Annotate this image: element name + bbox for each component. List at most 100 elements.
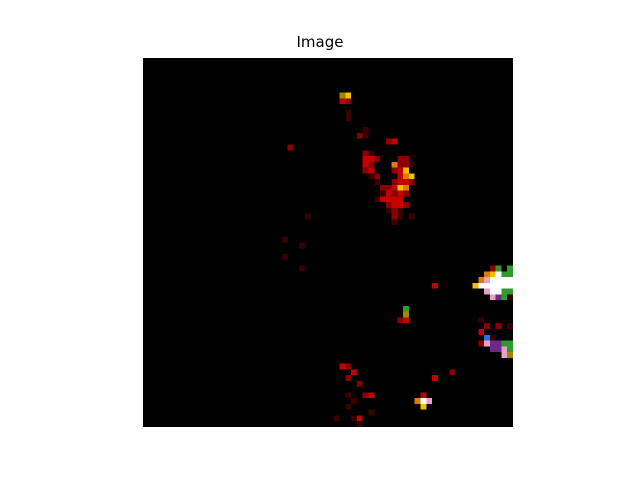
image-pixel <box>501 346 508 353</box>
image-pixel <box>484 271 490 278</box>
image-pixel <box>397 156 404 162</box>
image-pixel <box>391 207 398 214</box>
image-pixel <box>501 277 508 283</box>
image-pixel <box>397 196 404 203</box>
image-pixel <box>333 415 340 422</box>
image-pixel <box>501 282 508 289</box>
image-pixel <box>403 156 409 162</box>
image-pixel <box>380 184 386 191</box>
image-pixel <box>489 294 496 301</box>
image-pixel <box>484 340 490 347</box>
image-pixel <box>484 334 490 341</box>
image-pixel <box>339 363 346 370</box>
image-pixel <box>507 282 513 289</box>
image-pixel <box>403 311 409 318</box>
image-pixel <box>397 179 404 185</box>
image-pixel <box>345 92 352 99</box>
image-pixel <box>374 179 381 185</box>
image-pixel <box>299 265 305 272</box>
image-pixel <box>385 202 392 208</box>
image-pixel <box>368 156 375 162</box>
image-pixel <box>420 398 427 404</box>
image-pixel <box>391 179 398 185</box>
image-pixel <box>368 392 375 399</box>
image-pixel <box>362 156 369 162</box>
image-pixel <box>507 352 513 358</box>
image-pixel <box>397 317 404 324</box>
image-pixel <box>507 277 513 283</box>
image-pixel <box>281 236 288 243</box>
image-pixel <box>380 190 386 197</box>
image-pixel <box>397 184 404 191</box>
image-pixel <box>304 213 311 220</box>
image-pixel <box>489 277 496 283</box>
figure-title: Image <box>296 33 344 51</box>
image-pixel <box>362 132 369 139</box>
image-pixel <box>391 138 398 145</box>
image-pixel <box>397 213 404 220</box>
image-pixel <box>345 109 352 116</box>
image-pixel <box>484 323 490 329</box>
image-pixel <box>501 294 508 301</box>
image-pixel <box>368 167 375 174</box>
image-pixel <box>489 288 496 295</box>
image-pixel <box>403 184 409 191</box>
image-pixel <box>351 398 357 404</box>
image-pixel <box>495 282 502 289</box>
image-pixel <box>501 271 508 278</box>
image-pixel <box>449 369 456 376</box>
image-pixel <box>501 340 508 347</box>
image-pixel <box>507 323 513 329</box>
image-pixel <box>403 161 409 168</box>
image-pixel <box>345 98 352 105</box>
image-pixel <box>507 271 513 278</box>
image-pixel <box>408 213 415 220</box>
image-pixel <box>489 334 496 341</box>
image-pixel <box>432 375 438 381</box>
image-pixel <box>489 271 496 278</box>
image-background <box>143 58 513 427</box>
image-pixel <box>345 363 352 370</box>
image-pixel <box>391 161 398 168</box>
image-pixel <box>426 398 433 404</box>
image-pixel <box>397 190 404 197</box>
image-pixel <box>484 277 490 283</box>
image-pixel <box>287 144 294 151</box>
image-pixel <box>385 207 392 214</box>
image-pixel <box>391 184 398 191</box>
image-pixel <box>420 403 427 410</box>
image-pixel <box>507 294 513 301</box>
image-pixel <box>391 202 398 208</box>
image-pixel <box>299 242 305 249</box>
image-pixel <box>356 132 363 139</box>
image-pixel <box>391 219 398 226</box>
image-pixel <box>368 409 375 416</box>
image-pixel <box>362 150 369 157</box>
image-pixel <box>403 173 409 180</box>
image-pixel <box>356 421 363 427</box>
image-pixel <box>368 161 375 168</box>
image-pixel <box>495 346 502 353</box>
image-pixel <box>397 202 404 208</box>
image-pixel <box>385 184 392 191</box>
image-pixel <box>362 392 369 399</box>
pixel-image <box>143 58 513 427</box>
image-pixel <box>484 288 490 295</box>
image-pixel <box>484 282 490 289</box>
image-pixel <box>489 346 496 353</box>
image-pixel <box>432 282 438 289</box>
image-pixel <box>374 173 381 180</box>
image-pixel <box>507 340 513 347</box>
image-pixel <box>408 161 415 168</box>
image-pixel <box>385 138 392 145</box>
image-pixel <box>495 323 502 329</box>
image-pixel <box>403 317 409 324</box>
image-pixel <box>380 196 386 203</box>
image-pixel <box>345 115 352 122</box>
image-pixel <box>507 346 513 353</box>
image-pixel <box>345 403 352 410</box>
image-pixel <box>362 161 369 168</box>
image-pixel <box>339 98 346 105</box>
image-pixel <box>281 254 288 260</box>
image-pixel <box>478 328 485 335</box>
